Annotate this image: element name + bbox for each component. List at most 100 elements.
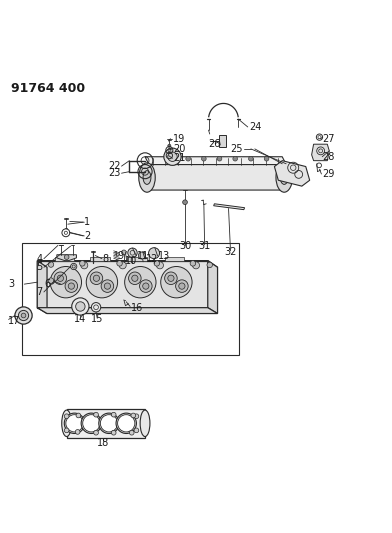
- Text: 32: 32: [224, 247, 237, 256]
- Circle shape: [164, 148, 181, 165]
- Circle shape: [64, 255, 69, 260]
- Text: 22: 22: [108, 161, 121, 171]
- Circle shape: [64, 428, 69, 433]
- Text: 24: 24: [249, 122, 261, 132]
- Bar: [22, 243, 239, 354]
- Circle shape: [217, 156, 222, 161]
- Text: 28: 28: [322, 152, 335, 161]
- Text: 91764 400: 91764 400: [11, 82, 85, 95]
- Circle shape: [104, 283, 111, 289]
- Circle shape: [233, 156, 238, 161]
- Circle shape: [83, 415, 100, 432]
- Polygon shape: [208, 261, 218, 313]
- Text: 3: 3: [9, 279, 15, 289]
- Circle shape: [93, 275, 100, 281]
- Circle shape: [264, 156, 269, 161]
- Circle shape: [99, 413, 119, 433]
- Circle shape: [71, 263, 77, 270]
- Circle shape: [50, 266, 82, 298]
- Bar: [127, 257, 147, 261]
- Text: 27: 27: [322, 134, 335, 144]
- Circle shape: [125, 266, 156, 298]
- Circle shape: [179, 283, 185, 289]
- Circle shape: [168, 144, 171, 147]
- Bar: [165, 257, 184, 261]
- Circle shape: [111, 413, 116, 417]
- Ellipse shape: [280, 171, 288, 184]
- Text: 1: 1: [84, 217, 91, 227]
- Circle shape: [80, 261, 85, 266]
- Polygon shape: [214, 204, 245, 209]
- Text: 14: 14: [74, 314, 87, 325]
- Text: 23: 23: [108, 168, 121, 178]
- Text: 10: 10: [125, 256, 137, 266]
- Text: 17: 17: [8, 316, 20, 326]
- Circle shape: [66, 415, 83, 432]
- Text: 29: 29: [322, 169, 335, 179]
- Circle shape: [65, 280, 78, 293]
- Circle shape: [140, 280, 152, 293]
- Ellipse shape: [139, 163, 155, 192]
- Circle shape: [161, 266, 192, 298]
- Circle shape: [134, 428, 139, 433]
- Circle shape: [176, 280, 188, 293]
- Circle shape: [18, 310, 29, 320]
- Circle shape: [54, 272, 67, 285]
- Polygon shape: [312, 144, 329, 160]
- Text: 11: 11: [137, 251, 149, 261]
- Circle shape: [116, 413, 136, 433]
- Text: 19: 19: [173, 134, 185, 144]
- Circle shape: [201, 156, 206, 161]
- Circle shape: [149, 248, 160, 259]
- Text: 5: 5: [36, 262, 42, 272]
- Circle shape: [81, 413, 102, 433]
- Circle shape: [154, 261, 160, 266]
- Circle shape: [190, 261, 196, 266]
- Circle shape: [86, 266, 118, 298]
- Circle shape: [76, 302, 85, 311]
- Text: 31: 31: [198, 241, 211, 251]
- Circle shape: [64, 413, 85, 433]
- Polygon shape: [37, 261, 47, 313]
- Circle shape: [117, 261, 122, 266]
- Circle shape: [186, 156, 191, 161]
- Polygon shape: [274, 160, 310, 186]
- Circle shape: [21, 313, 26, 318]
- Polygon shape: [37, 308, 218, 313]
- Ellipse shape: [276, 163, 292, 192]
- Circle shape: [90, 272, 103, 285]
- Ellipse shape: [141, 165, 153, 190]
- Text: 21: 21: [173, 154, 186, 163]
- Text: 15: 15: [91, 314, 103, 325]
- Circle shape: [156, 262, 163, 269]
- Text: 9: 9: [118, 251, 124, 261]
- Circle shape: [183, 200, 187, 205]
- Text: 2: 2: [84, 231, 91, 241]
- Bar: [90, 257, 110, 261]
- Circle shape: [94, 430, 98, 435]
- Polygon shape: [145, 157, 286, 165]
- Text: 7: 7: [36, 287, 42, 297]
- Circle shape: [75, 430, 80, 434]
- Circle shape: [128, 248, 137, 257]
- Circle shape: [192, 262, 200, 269]
- Text: 20: 20: [173, 144, 186, 154]
- Circle shape: [101, 280, 114, 293]
- Circle shape: [122, 250, 126, 255]
- Ellipse shape: [143, 171, 151, 184]
- Text: 13: 13: [158, 251, 171, 261]
- Circle shape: [132, 275, 138, 281]
- Bar: [67, 409, 145, 438]
- Text: 16: 16: [131, 303, 143, 313]
- Circle shape: [143, 283, 149, 289]
- Ellipse shape: [278, 165, 290, 190]
- Circle shape: [118, 415, 135, 432]
- Text: 30: 30: [179, 241, 191, 251]
- Circle shape: [64, 414, 69, 418]
- Ellipse shape: [140, 410, 150, 437]
- Polygon shape: [57, 255, 76, 261]
- Circle shape: [207, 262, 212, 268]
- Circle shape: [131, 413, 136, 418]
- Circle shape: [165, 272, 177, 285]
- Polygon shape: [37, 261, 218, 267]
